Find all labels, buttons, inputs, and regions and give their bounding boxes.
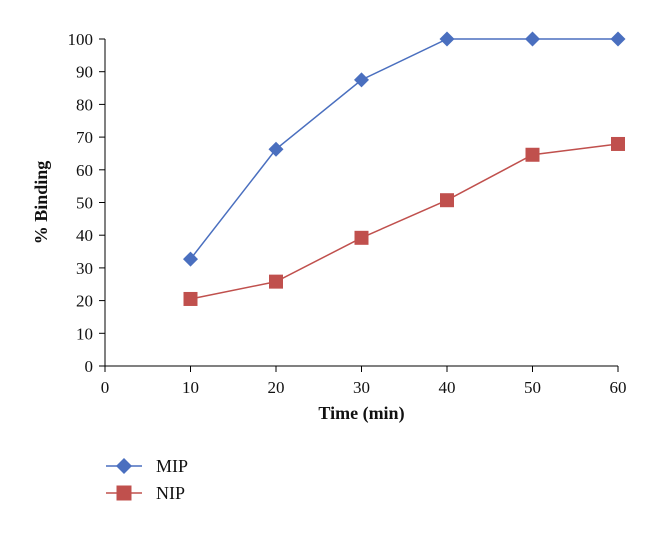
data-point-nip xyxy=(269,274,283,289)
y-tick-label: 50 xyxy=(76,194,93,213)
data-point-mip xyxy=(183,251,198,267)
y-tick-label: 10 xyxy=(76,324,93,343)
y-tick-label: 60 xyxy=(76,161,93,180)
data-point-nip xyxy=(525,147,540,162)
data-point-nip xyxy=(611,136,625,151)
y-axis-title: % Binding xyxy=(31,161,51,245)
x-tick-label: 50 xyxy=(524,378,541,397)
legend-item-mip: MIP xyxy=(106,456,188,476)
y-tick-label: 30 xyxy=(76,259,93,278)
data-point-mip xyxy=(354,72,369,88)
data-point-mip xyxy=(525,31,540,47)
y-tick-label: 80 xyxy=(76,95,93,114)
x-tick-label: 20 xyxy=(268,378,285,397)
legend-marker-mip xyxy=(116,458,132,474)
legend-marker-nip xyxy=(116,485,132,501)
x-tick-label: 40 xyxy=(439,378,456,397)
legend-label-mip: MIP xyxy=(156,456,188,476)
y-tick-label: 90 xyxy=(76,63,93,82)
y-tick-label: 0 xyxy=(85,357,94,376)
y-tick-label: 40 xyxy=(76,226,93,245)
y-tick-label: 20 xyxy=(76,292,93,311)
data-point-mip xyxy=(610,31,626,47)
legend: MIP NIP xyxy=(106,456,188,503)
data-point-nip xyxy=(354,230,369,245)
data-point-nip xyxy=(183,291,198,306)
x-tick-label: 10 xyxy=(182,378,199,397)
y-tick-label: 70 xyxy=(76,128,93,147)
x-ticks: 0 10 20 30 40 50 60 xyxy=(101,366,627,397)
legend-item-nip: NIP xyxy=(106,483,185,503)
x-tick-label: 60 xyxy=(610,378,627,397)
x-tick-label: 30 xyxy=(353,378,370,397)
series-line-nip xyxy=(190,143,619,300)
x-axis-title: Time (min) xyxy=(318,403,404,424)
data-point-mip xyxy=(439,31,455,47)
axes: 0 10 20 30 40 50 60 70 80 90 100 0 10 20 30 40 50 60 xyxy=(68,30,627,397)
series-layer xyxy=(183,31,626,306)
x-tick-label: 0 xyxy=(101,378,110,397)
data-point-nip xyxy=(440,193,454,208)
y-ticks: 0 10 20 30 40 50 60 70 80 90 100 xyxy=(68,30,105,376)
legend-label-nip: NIP xyxy=(156,483,185,503)
series-line-mip xyxy=(189,38,618,260)
y-tick-label: 100 xyxy=(68,30,94,49)
data-point-mip xyxy=(268,141,284,157)
